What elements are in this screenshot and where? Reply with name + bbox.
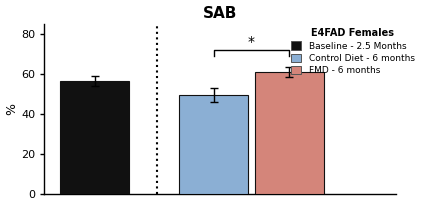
- Legend: Baseline - 2.5 Months, Control Diet - 6 months, FMD - 6 months: Baseline - 2.5 Months, Control Diet - 6 …: [288, 26, 417, 78]
- Bar: [179, 95, 248, 194]
- Bar: [255, 73, 324, 194]
- Y-axis label: %: %: [6, 103, 18, 116]
- Text: *: *: [248, 35, 255, 49]
- Title: SAB: SAB: [203, 6, 237, 21]
- Bar: [60, 82, 129, 194]
